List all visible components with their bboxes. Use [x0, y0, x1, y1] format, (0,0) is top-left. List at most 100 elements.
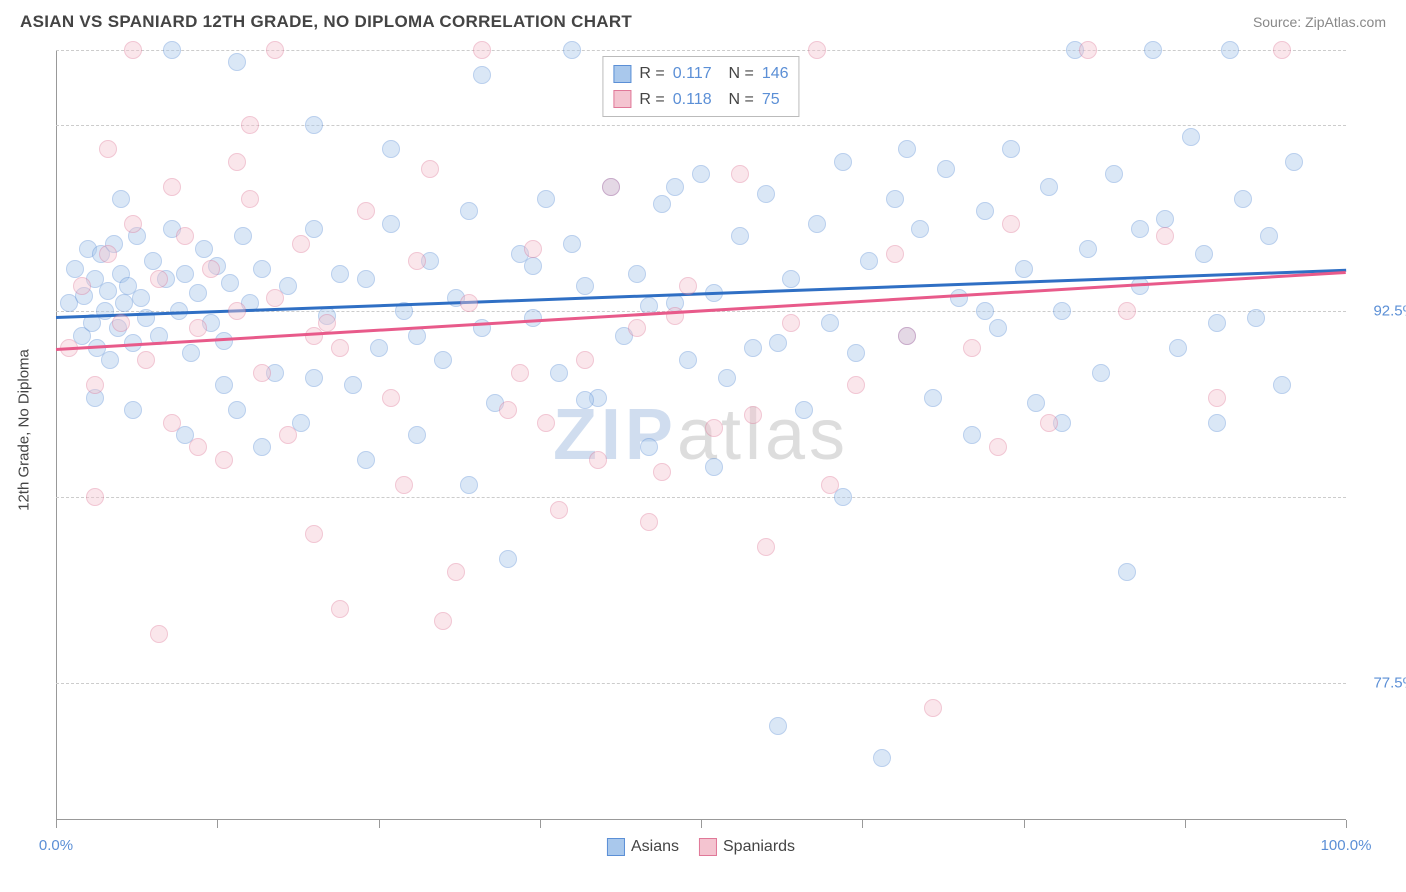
scatter-point — [537, 414, 555, 432]
scatter-point — [408, 426, 426, 444]
scatter-point — [499, 401, 517, 419]
scatter-point — [176, 227, 194, 245]
scatter-point — [1053, 302, 1071, 320]
legend-stats: R = 0.117 N = 146R = 0.118 N = 75 — [602, 56, 799, 117]
scatter-point — [99, 140, 117, 158]
scatter-point — [382, 389, 400, 407]
scatter-point — [144, 252, 162, 270]
scatter-point — [408, 327, 426, 345]
scatter-point — [808, 41, 826, 59]
scatter-point — [96, 302, 114, 320]
scatter-point — [253, 438, 271, 456]
scatter-point — [1260, 227, 1278, 245]
scatter-point — [357, 202, 375, 220]
scatter-point — [189, 438, 207, 456]
scatter-point — [873, 749, 891, 767]
scatter-point — [1002, 140, 1020, 158]
scatter-point — [886, 190, 904, 208]
scatter-point — [1182, 128, 1200, 146]
scatter-point — [370, 339, 388, 357]
scatter-point — [473, 66, 491, 84]
scatter-point — [731, 165, 749, 183]
scatter-point — [331, 339, 349, 357]
scatter-point — [473, 41, 491, 59]
scatter-point — [395, 476, 413, 494]
scatter-point — [124, 41, 142, 59]
scatter-point — [124, 215, 142, 233]
scatter-point — [1234, 190, 1252, 208]
scatter-point — [718, 369, 736, 387]
scatter-point — [499, 550, 517, 568]
scatter-point — [576, 391, 594, 409]
scatter-point — [1285, 153, 1303, 171]
scatter-point — [602, 178, 620, 196]
scatter-point — [989, 438, 1007, 456]
scatter-point — [99, 245, 117, 263]
scatter-point — [195, 240, 213, 258]
scatter-point — [115, 294, 133, 312]
chart-title: ASIAN VS SPANIARD 12TH GRADE, NO DIPLOMA… — [20, 12, 632, 32]
x-tick — [540, 820, 541, 828]
scatter-point — [163, 178, 181, 196]
scatter-point — [924, 699, 942, 717]
scatter-point — [653, 463, 671, 481]
scatter-point — [937, 160, 955, 178]
scatter-point — [357, 270, 375, 288]
scatter-point — [241, 190, 259, 208]
scatter-point — [305, 220, 323, 238]
scatter-point — [421, 160, 439, 178]
scatter-point — [460, 202, 478, 220]
scatter-point — [292, 235, 310, 253]
scatter-point — [253, 364, 271, 382]
scatter-point — [305, 116, 323, 134]
scatter-point — [150, 625, 168, 643]
scatter-point — [886, 245, 904, 263]
scatter-point — [73, 277, 91, 295]
scatter-point — [86, 376, 104, 394]
scatter-point — [182, 344, 200, 362]
scatter-point — [550, 501, 568, 519]
scatter-point — [666, 178, 684, 196]
y-tick-label: 77.5% — [1356, 675, 1406, 692]
scatter-point — [666, 307, 684, 325]
scatter-point — [692, 165, 710, 183]
scatter-point — [769, 334, 787, 352]
header: ASIAN VS SPANIARD 12TH GRADE, NO DIPLOMA… — [0, 0, 1406, 40]
scatter-point — [911, 220, 929, 238]
scatter-point — [821, 314, 839, 332]
scatter-point — [447, 563, 465, 581]
source-label: Source: ZipAtlas.com — [1253, 14, 1386, 30]
scatter-point — [576, 351, 594, 369]
x-tick — [701, 820, 702, 828]
scatter-point — [769, 717, 787, 735]
scatter-point — [640, 438, 658, 456]
scatter-point — [221, 274, 239, 292]
scatter-point — [679, 277, 697, 295]
legend-series: AsiansSpaniards — [607, 838, 795, 856]
scatter-point — [305, 369, 323, 387]
scatter-point — [924, 389, 942, 407]
scatter-point — [847, 344, 865, 362]
legend-swatch-icon — [613, 90, 631, 108]
chart-container: ASIAN VS SPANIARD 12TH GRADE, NO DIPLOMA… — [0, 0, 1406, 892]
legend-n-label: N = — [720, 87, 754, 113]
x-tick — [1346, 820, 1347, 828]
scatter-point — [898, 327, 916, 345]
legend-item-label: Asians — [631, 838, 679, 856]
scatter-point — [266, 289, 284, 307]
scatter-point — [705, 419, 723, 437]
scatter-point — [731, 227, 749, 245]
scatter-point — [589, 451, 607, 469]
scatter-point — [137, 351, 155, 369]
scatter-point — [176, 265, 194, 283]
scatter-point — [782, 314, 800, 332]
scatter-point — [1027, 394, 1045, 412]
scatter-point — [305, 525, 323, 543]
scatter-point — [1156, 210, 1174, 228]
y-axis-label: 12th Grade, No Diploma — [16, 349, 33, 511]
x-tick — [1185, 820, 1186, 828]
scatter-point — [1040, 414, 1058, 432]
x-tick-label: 0.0% — [39, 837, 73, 854]
scatter-point — [1273, 41, 1291, 59]
scatter-point — [215, 376, 233, 394]
